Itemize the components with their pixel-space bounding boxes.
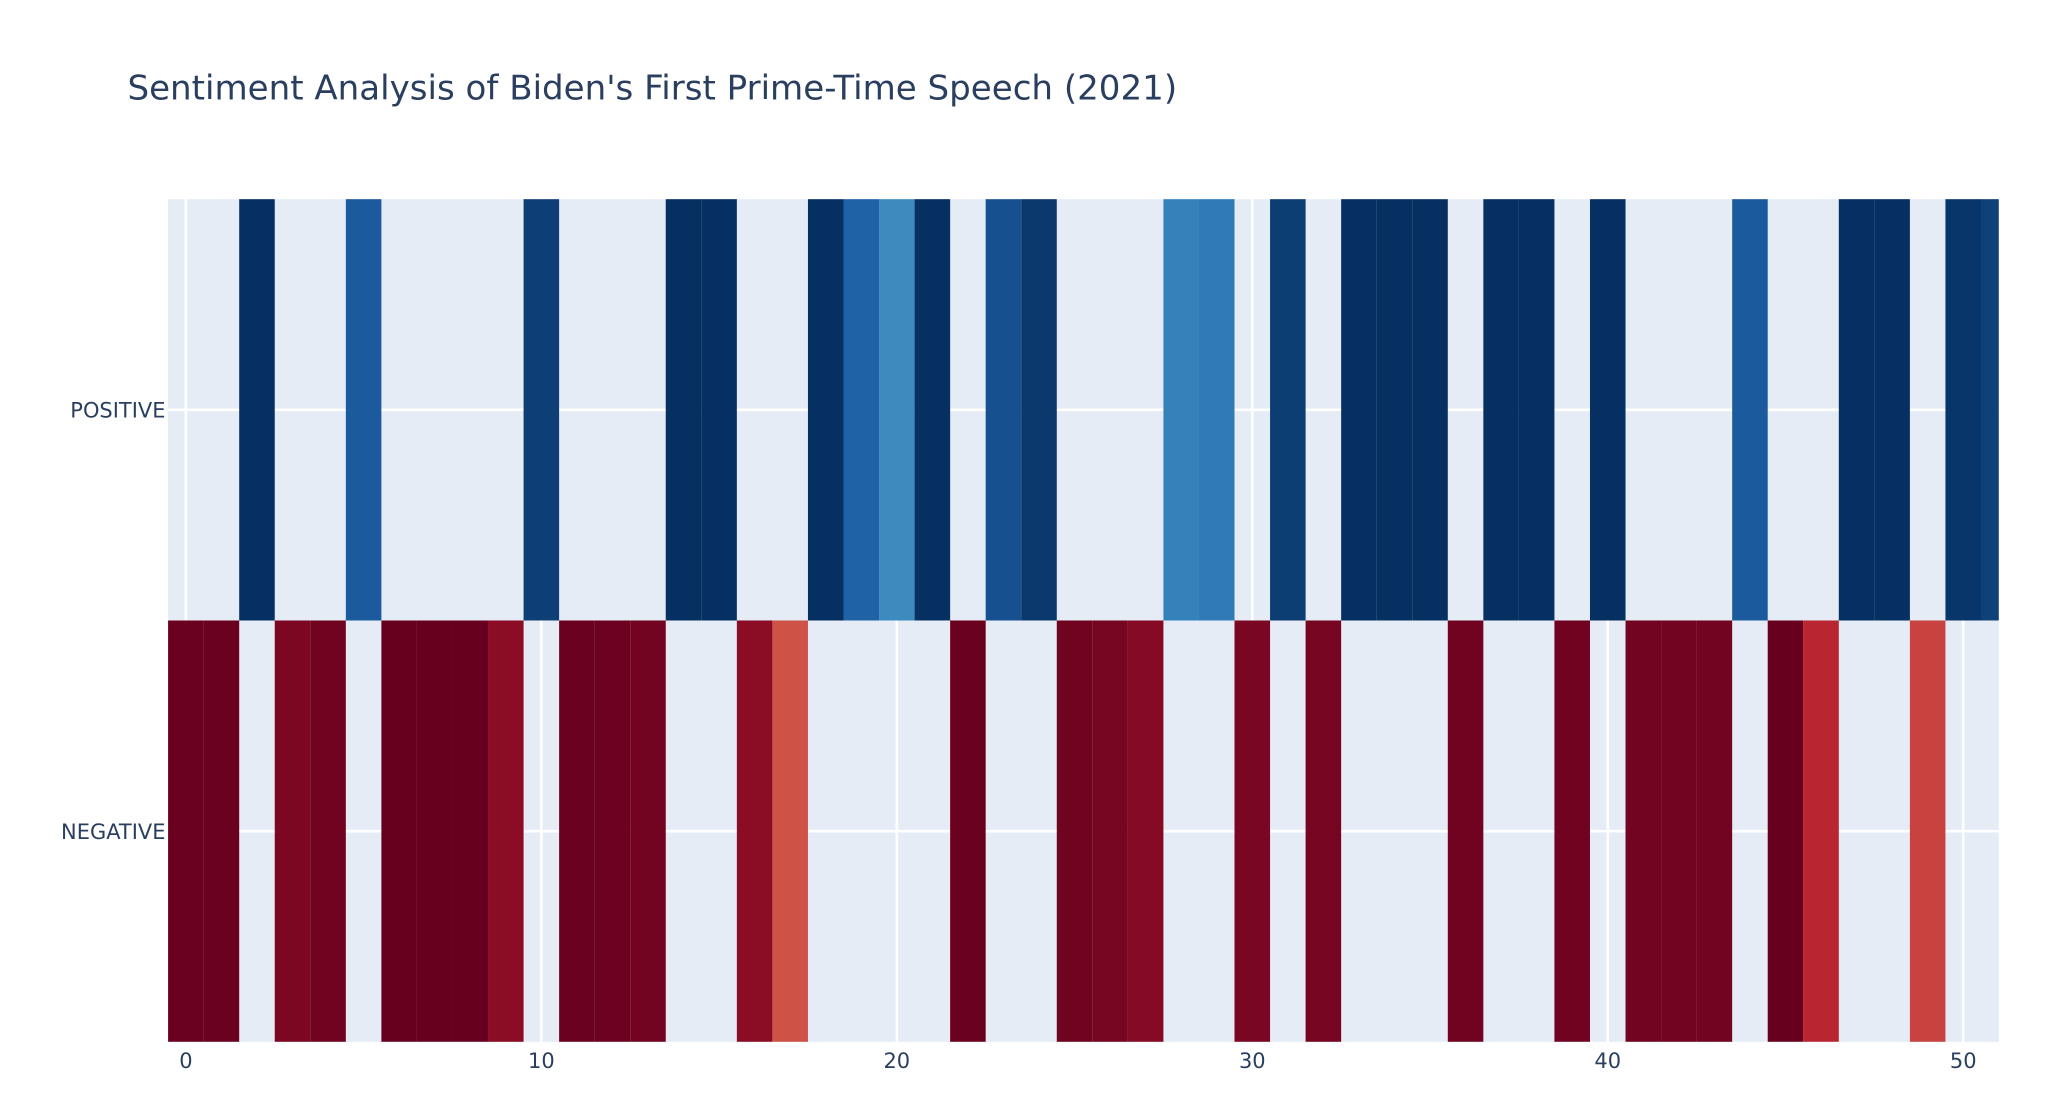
x-tick-label: 10 bbox=[528, 1049, 555, 1073]
x-tick-label: 30 bbox=[1239, 1049, 1266, 1073]
heatmap-cell-negative bbox=[1127, 620, 1164, 1042]
y-tick-label: NEGATIVE bbox=[61, 820, 165, 844]
heatmap-cell-negative bbox=[772, 620, 808, 1042]
heatmap-cell-positive bbox=[1341, 199, 1377, 621]
chart-title: Sentiment Analysis of Biden's First Prim… bbox=[127, 69, 1177, 109]
heatmap-cell-negative bbox=[1056, 620, 1093, 1042]
heatmap-cell-positive bbox=[1376, 199, 1413, 621]
heatmap-cell-positive bbox=[985, 199, 1022, 621]
heatmap-cell-negative bbox=[1767, 620, 1804, 1042]
heatmap-cell-negative bbox=[452, 620, 489, 1042]
heatmap-cell-negative bbox=[310, 620, 346, 1042]
heatmap-cells bbox=[168, 199, 1999, 1042]
heatmap-cell-positive bbox=[1198, 199, 1235, 621]
heatmap-cell-positive bbox=[807, 199, 844, 621]
heatmap-cell-negative bbox=[1447, 620, 1484, 1042]
heatmap-cell-negative bbox=[274, 620, 311, 1042]
heatmap-cell-positive bbox=[665, 199, 702, 621]
heatmap-cell-negative bbox=[630, 620, 666, 1042]
heatmap-cell-negative bbox=[736, 620, 773, 1042]
heatmap-cell-negative bbox=[594, 620, 631, 1042]
heatmap-cell-positive bbox=[1412, 199, 1448, 621]
heatmap-cell-positive bbox=[843, 199, 880, 621]
x-tick-label: 0 bbox=[179, 1049, 192, 1073]
heatmap-cell-negative bbox=[559, 620, 595, 1042]
heatmap-cell-positive bbox=[1838, 199, 1875, 621]
heatmap-cell-positive bbox=[1163, 199, 1199, 621]
heatmap-cell-negative bbox=[1234, 620, 1271, 1042]
heatmap-cell-positive bbox=[1483, 199, 1519, 621]
heatmap-cell-negative bbox=[416, 620, 453, 1042]
heatmap-cell-negative bbox=[1661, 620, 1697, 1042]
heatmap-cell-negative bbox=[1092, 620, 1128, 1042]
heatmap-cell-negative bbox=[1554, 620, 1590, 1042]
heatmap-cell-negative bbox=[488, 620, 524, 1042]
heatmap-cell-positive bbox=[239, 199, 275, 621]
heatmap-cell-positive bbox=[701, 199, 737, 621]
y-axis: NEGATIVE POSITIVE bbox=[61, 399, 165, 844]
heatmap-cell-negative bbox=[203, 620, 240, 1042]
heatmap-cell-negative bbox=[1803, 620, 1839, 1042]
heatmap-cell-negative bbox=[1909, 620, 1946, 1042]
x-axis: 0 10 20 30 40 50 bbox=[179, 1049, 1976, 1073]
heatmap-cell-positive bbox=[1732, 199, 1768, 621]
heatmap-cell-positive bbox=[879, 199, 915, 621]
heatmap-cell-negative bbox=[168, 620, 204, 1042]
heatmap-cell-positive bbox=[1980, 199, 1999, 621]
x-tick-label: 40 bbox=[1594, 1049, 1621, 1073]
heatmap-cell-negative bbox=[1696, 620, 1733, 1042]
x-tick-label: 50 bbox=[1950, 1049, 1977, 1073]
heatmap-cell-positive bbox=[914, 199, 951, 621]
heatmap-cell-positive bbox=[1945, 199, 1981, 621]
x-tick-label: 20 bbox=[883, 1049, 910, 1073]
heatmap-cell-negative bbox=[1305, 620, 1342, 1042]
heatmap-cell-positive bbox=[1270, 199, 1306, 621]
heatmap-cell-positive bbox=[1589, 199, 1626, 621]
heatmap-cell-positive bbox=[1874, 199, 1910, 621]
heatmap-cell-positive bbox=[523, 199, 560, 621]
heatmap-cell-positive bbox=[345, 199, 382, 621]
y-tick-label: POSITIVE bbox=[70, 399, 165, 423]
heatmap-cell-negative bbox=[950, 620, 986, 1042]
heatmap-cell-positive bbox=[1021, 199, 1057, 621]
heatmap-cell-positive bbox=[1518, 199, 1555, 621]
heatmap-cell-negative bbox=[1625, 620, 1662, 1042]
heatmap-cell-negative bbox=[381, 620, 417, 1042]
